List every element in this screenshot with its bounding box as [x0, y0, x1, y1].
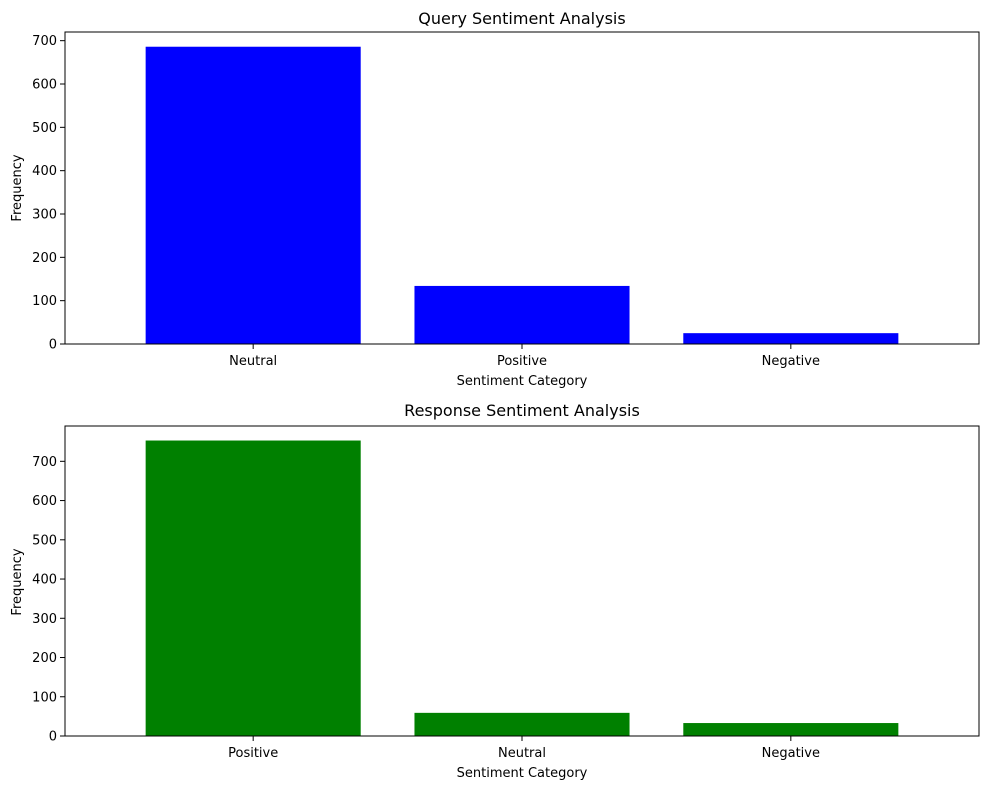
y-tick-label: 300 — [32, 208, 57, 223]
x-axis-label: Sentiment Category — [457, 374, 588, 389]
bar-neutral — [145, 46, 361, 344]
y-tick-label: 400 — [32, 164, 57, 179]
y-tick-label: 0 — [49, 730, 57, 745]
y-tick-label: 100 — [32, 294, 57, 309]
y-tick-label: 200 — [32, 651, 57, 666]
x-axis-label: Sentiment Category — [457, 766, 588, 781]
y-tick-label: 0 — [49, 338, 57, 353]
y-tick-label: 100 — [32, 690, 57, 705]
bars — [145, 440, 899, 736]
y-tick-label: 300 — [32, 612, 57, 627]
bar-positive — [414, 285, 630, 344]
y-tick-label: 600 — [32, 78, 57, 93]
y-tick-label: 500 — [32, 533, 57, 548]
bars — [145, 46, 899, 344]
x-tick-label: Negative — [762, 354, 820, 369]
chart-title: Query Sentiment Analysis — [418, 9, 625, 28]
bar-positive — [145, 440, 361, 736]
x-tick-label: Positive — [497, 354, 547, 369]
y-tick-label: 700 — [32, 455, 57, 470]
y-tick-label: 700 — [32, 34, 57, 49]
plot-frame — [64, 31, 980, 345]
x-tick-label: Neutral — [229, 354, 277, 369]
y-tick-label: 200 — [32, 251, 57, 266]
response-sentiment-subplot: Response Sentiment Analysis Sentiment Ca… — [10, 401, 980, 781]
y-axis-label: Frequency — [10, 548, 25, 615]
x-tick-label: Neutral — [498, 746, 546, 761]
query-sentiment-subplot: Query Sentiment Analysis Sentiment Categ… — [10, 9, 980, 389]
bar-negative — [683, 333, 899, 344]
bar-negative — [683, 723, 899, 736]
bar-neutral — [414, 712, 630, 736]
chart-title: Response Sentiment Analysis — [404, 401, 640, 420]
y-axis-label: Frequency — [10, 154, 25, 221]
x-tick-label: Positive — [228, 746, 278, 761]
y-tick-label: 600 — [32, 494, 57, 509]
x-ticks: Neutral Positive Negative — [229, 344, 820, 369]
y-ticks: 0 100 200 300 400 500 600 700 — [32, 34, 65, 353]
x-tick-label: Negative — [762, 746, 820, 761]
y-tick-label: 500 — [32, 121, 57, 136]
y-tick-label: 400 — [32, 573, 57, 588]
y-ticks: 0 100 200 300 400 500 600 700 — [32, 455, 65, 745]
plot-frame — [64, 425, 980, 737]
x-ticks: Positive Neutral Negative — [228, 736, 820, 761]
